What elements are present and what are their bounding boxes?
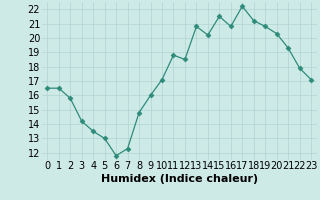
X-axis label: Humidex (Indice chaleur): Humidex (Indice chaleur) — [100, 174, 258, 184]
